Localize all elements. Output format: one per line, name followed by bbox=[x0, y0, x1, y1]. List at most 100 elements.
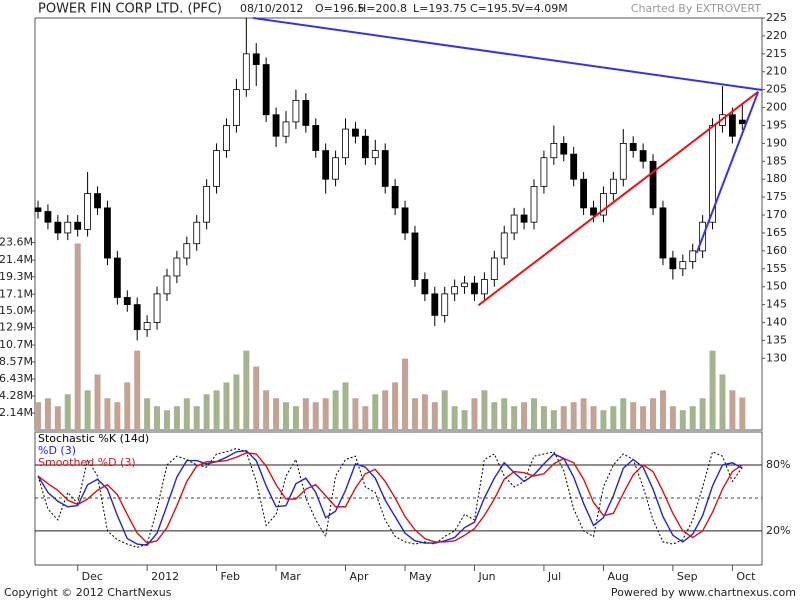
y-tick-label: 185 bbox=[766, 154, 787, 167]
candle-body bbox=[441, 293, 449, 316]
y-tick-label: 175 bbox=[766, 190, 787, 203]
volume-bar bbox=[392, 382, 399, 430]
legend-entry: %D (3) bbox=[38, 444, 76, 457]
y-tick-label: 190 bbox=[766, 136, 787, 149]
x-tick-label: Aug bbox=[607, 570, 628, 583]
candle-body bbox=[590, 207, 597, 216]
volume-bar bbox=[74, 243, 81, 430]
volume-bar bbox=[431, 402, 438, 430]
candle-body bbox=[530, 185, 538, 223]
candle-body bbox=[580, 178, 587, 209]
candle-body bbox=[649, 160, 657, 209]
volume-bar bbox=[451, 406, 458, 430]
candle-body bbox=[34, 207, 42, 212]
legend-entry: Smoothed %D (3) bbox=[38, 456, 136, 469]
candle-body bbox=[193, 221, 201, 245]
candle-body bbox=[302, 100, 310, 126]
y2-tick-label: 10.7M bbox=[0, 338, 33, 351]
trend-line bbox=[477, 91, 759, 307]
y2-tick-label: 6.43M bbox=[0, 372, 33, 385]
y2-tick-label: 23.6M bbox=[0, 236, 33, 249]
candle-body bbox=[113, 257, 121, 298]
candle-body bbox=[203, 185, 211, 223]
volume-bar bbox=[421, 394, 428, 430]
candle-body bbox=[84, 193, 91, 230]
candle-body bbox=[104, 207, 111, 259]
volume-bar bbox=[362, 406, 369, 430]
powered-by: Powered by www.chartnexus.com bbox=[611, 586, 796, 599]
volume-bar bbox=[580, 398, 587, 430]
volume-bar bbox=[134, 350, 141, 430]
volume-bar bbox=[521, 402, 528, 430]
volume-bar bbox=[322, 398, 329, 430]
volume-bar bbox=[124, 382, 131, 430]
candle-body bbox=[361, 135, 369, 159]
candle-body bbox=[381, 150, 389, 187]
candle-body bbox=[352, 128, 359, 137]
candle-body bbox=[401, 207, 409, 234]
y-tick-label: 210 bbox=[766, 65, 787, 78]
candle-body bbox=[679, 261, 687, 270]
y-tick-label: 225 bbox=[766, 11, 787, 24]
volume-bar bbox=[709, 350, 716, 430]
volume-bar bbox=[54, 406, 61, 430]
volume-bar bbox=[154, 406, 161, 430]
volume-bar bbox=[44, 398, 51, 430]
y2-tick-label: 4.28M bbox=[0, 389, 33, 402]
candle-body bbox=[183, 243, 191, 259]
legend-entry: Stochastic %K (14d) bbox=[38, 432, 149, 445]
candle-body bbox=[540, 157, 548, 187]
candle-body bbox=[44, 211, 52, 223]
candle-body bbox=[619, 142, 627, 180]
volume-bar bbox=[699, 398, 706, 430]
x-tick-label: 2012 bbox=[151, 570, 179, 583]
y-tick-label: 155 bbox=[766, 262, 787, 275]
candle-body bbox=[411, 232, 419, 280]
y-tick-label: 215 bbox=[766, 47, 787, 60]
volume-bar bbox=[531, 398, 537, 430]
y-tick-label: 135 bbox=[766, 333, 787, 346]
header-item: L=193.75 bbox=[413, 2, 467, 15]
volume-bar bbox=[144, 398, 151, 430]
candle-body bbox=[510, 214, 518, 234]
candle-body bbox=[600, 193, 607, 216]
stochastic-line bbox=[37, 447, 743, 548]
y-tick-label: 80% bbox=[766, 458, 790, 471]
candle-body bbox=[689, 250, 697, 263]
candle-body bbox=[223, 125, 230, 151]
volume-bar bbox=[243, 350, 250, 430]
candle-body bbox=[520, 214, 528, 223]
candle-body bbox=[282, 121, 290, 137]
y-tick-label: 20% bbox=[766, 524, 790, 537]
x-tick-label: Apr bbox=[350, 570, 370, 583]
y2-tick-label: 21.4M bbox=[0, 253, 33, 266]
candle-body bbox=[94, 193, 101, 209]
volume-bar bbox=[600, 410, 607, 430]
y2-tick-label: 12.9M bbox=[0, 321, 33, 334]
volume-bar bbox=[283, 402, 289, 430]
candle-body bbox=[153, 293, 161, 323]
y2-tick-label: 15.0M bbox=[0, 304, 33, 317]
volume-bar bbox=[669, 406, 676, 430]
x-tick-label: Sep bbox=[677, 570, 698, 583]
candle-body bbox=[64, 221, 72, 234]
candle-body bbox=[232, 89, 240, 126]
candle-body bbox=[143, 322, 151, 331]
candle-body bbox=[173, 257, 181, 277]
y-tick-label: 200 bbox=[766, 101, 787, 114]
volume-bar bbox=[332, 390, 339, 430]
x-tick-label: Mar bbox=[280, 570, 301, 583]
stochastic-line bbox=[37, 449, 743, 546]
header-item: V=4.09M bbox=[517, 2, 568, 15]
candle-body bbox=[421, 279, 429, 295]
candle-body bbox=[550, 142, 558, 159]
volume-bar bbox=[64, 394, 71, 430]
candle-body bbox=[570, 153, 578, 180]
volume-bar bbox=[163, 410, 170, 430]
volume-bar bbox=[630, 402, 637, 430]
y-tick-label: 165 bbox=[766, 226, 787, 239]
volume-bar bbox=[481, 390, 488, 430]
volume-bar bbox=[511, 406, 518, 430]
candle-body bbox=[123, 297, 131, 306]
y-tick-label: 140 bbox=[766, 316, 787, 329]
